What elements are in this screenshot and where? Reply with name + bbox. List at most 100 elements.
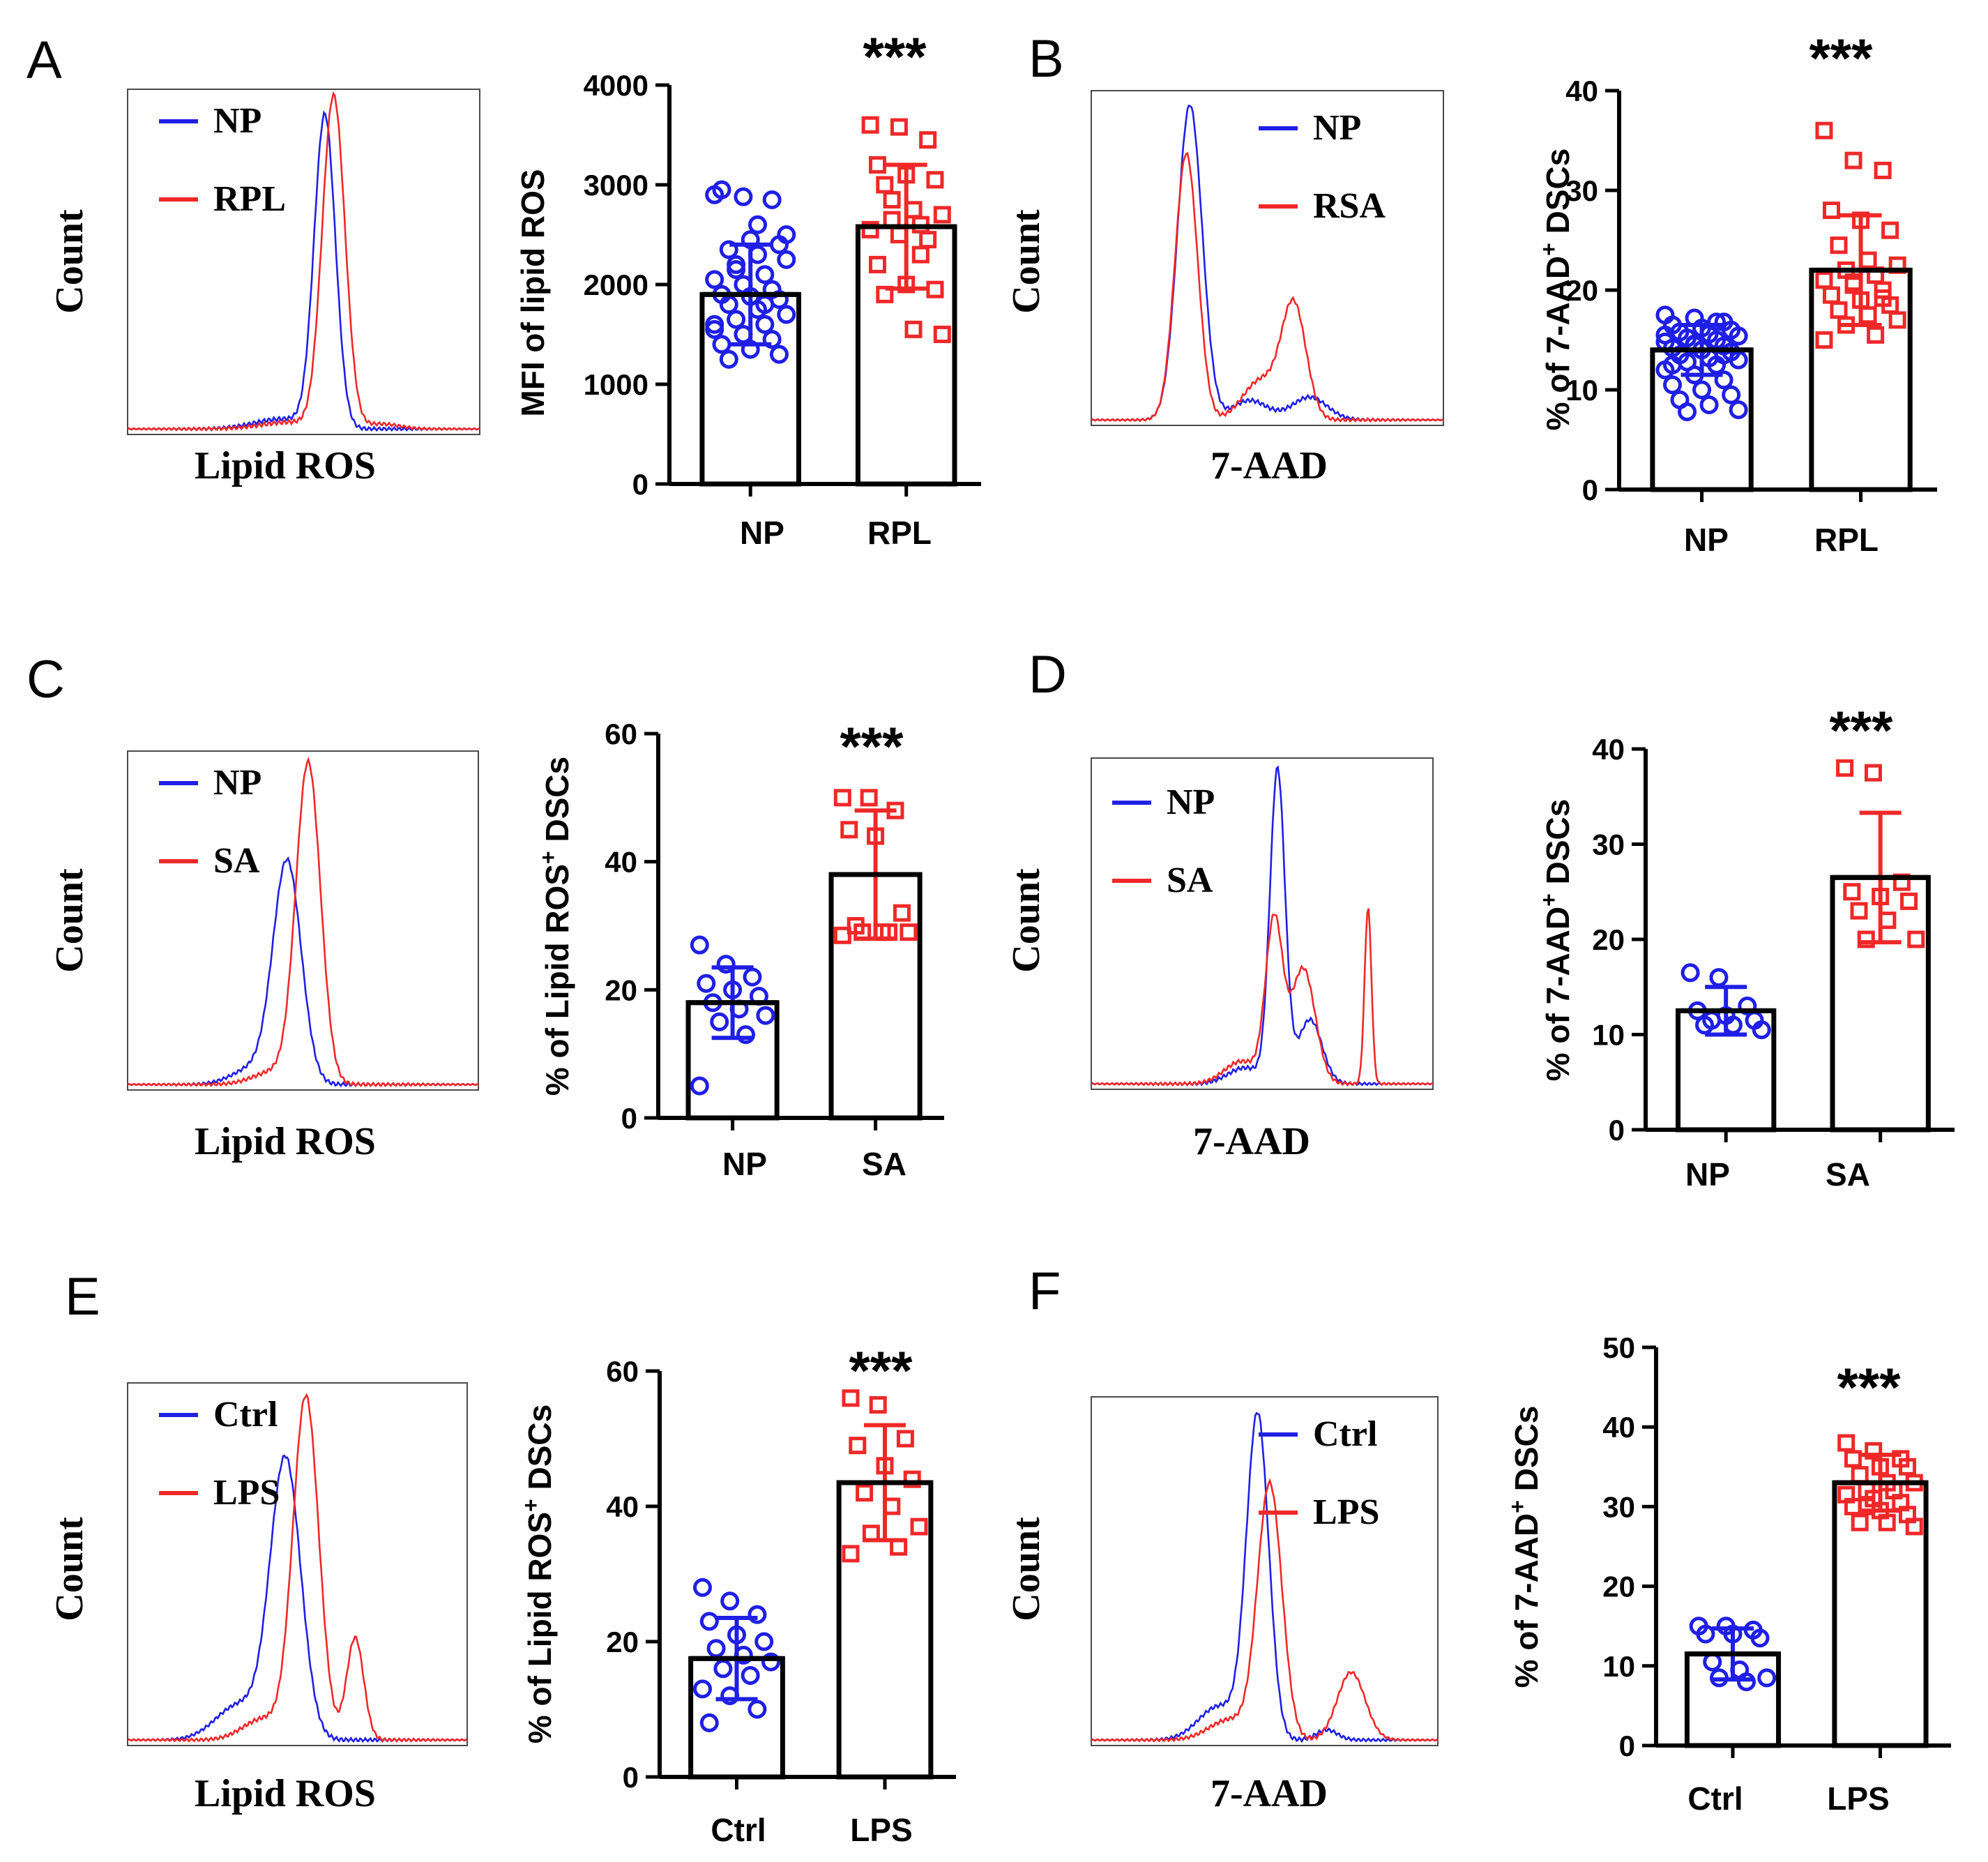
- significance-marker: ***: [1829, 699, 1893, 761]
- legend-label-ctrl: Ctrl: [213, 1395, 278, 1435]
- data-point-rpl: [911, 245, 929, 264]
- data-point-ctrl: [699, 1612, 719, 1631]
- significance-marker: ***: [1837, 1356, 1901, 1418]
- data-point-np: [719, 349, 738, 369]
- data-point-np: [1680, 963, 1700, 983]
- y-tick-label: 1000: [584, 368, 648, 401]
- y-tick-label: 0: [632, 468, 648, 501]
- data-point-np: [1709, 968, 1729, 987]
- data-point-lps: [1851, 1466, 1869, 1484]
- histogram-panel-e: Ctrl LPS Lipid ROS Count: [48, 1382, 468, 1815]
- data-point-lps: [1851, 1513, 1869, 1531]
- category-label-sa: SA: [1826, 1156, 1870, 1193]
- data-point-rpl: [1888, 311, 1906, 329]
- y-tick-label: 0: [621, 1102, 637, 1135]
- y-tick-label: 40: [606, 1490, 639, 1523]
- data-point-np: [710, 1012, 729, 1031]
- data-point-sa: [1900, 892, 1918, 910]
- bar-panel-e: 0 20 40 60 % of Lipid ROS+ DSCs Ctrl LPS ***: [518, 1340, 956, 1848]
- category-label-lps: LPS: [1827, 1780, 1889, 1817]
- y-tick-label: 0: [1582, 474, 1598, 506]
- y-axis-label: % of Lipid ROS+ DSCs: [536, 757, 575, 1096]
- data-point-np: [1738, 997, 1757, 1016]
- histogram-curve-ctrl: [127, 1454, 468, 1743]
- bar-panel-c: 0 20 40 60 % of Lipid ROS+ DSCs NP SA ***: [536, 716, 944, 1182]
- data-point-rpl: [876, 176, 894, 194]
- data-point-np: [1722, 385, 1741, 404]
- data-point-rpl: [904, 201, 923, 219]
- histogram-x-label: 7-AAD: [1211, 1772, 1328, 1815]
- panel-letter-d: D: [1029, 645, 1067, 704]
- data-point-np: [690, 1076, 709, 1096]
- data-point-np: [762, 190, 782, 209]
- y-axis-label: MFI of lipid ROS: [515, 169, 551, 416]
- data-point-sa: [1843, 883, 1861, 901]
- panel-letter-a: A: [26, 31, 62, 90]
- y-tick-label: 4000: [584, 69, 648, 102]
- data-point-np: [762, 330, 782, 349]
- histogram-y-label: Count: [48, 868, 91, 973]
- histogram-y-label: Count: [48, 209, 91, 314]
- data-point-np: [1662, 375, 1682, 395]
- histogram-frame: [127, 1382, 468, 1746]
- data-point-sa: [893, 904, 911, 922]
- data-point-lps: [1837, 1434, 1856, 1452]
- data-point-ctrl: [1736, 1672, 1756, 1692]
- histogram-curve-np: [127, 856, 479, 1088]
- category-label-rpl: RPL: [1814, 522, 1879, 558]
- histogram-x-label: Lipid ROS: [195, 1772, 376, 1815]
- data-point-ctrl: [1696, 1624, 1715, 1644]
- legend-label-np: NP: [213, 763, 261, 803]
- histogram-panel-b: NP RSA 7-AAD Count: [1005, 90, 1444, 487]
- data-point-sa: [833, 926, 851, 944]
- bar-panel-a: 0 1000 2000 3000 4000 MFI of lipid ROS NP RPL **…: [515, 26, 981, 551]
- y-tick-label: 0: [1609, 1114, 1625, 1146]
- data-point-np: [712, 335, 731, 354]
- data-point-rpl: [868, 156, 886, 174]
- data-point-np: [1655, 325, 1675, 345]
- category-label-rpl: RPL: [867, 515, 932, 551]
- data-point-lps: [869, 1396, 887, 1414]
- data-point-lps: [856, 1484, 874, 1502]
- y-tick-label: 10: [1592, 1019, 1625, 1052]
- y-tick-label: 40: [1565, 75, 1598, 107]
- data-point-lps: [1899, 1458, 1917, 1476]
- data-point-rpl: [1815, 121, 1833, 139]
- y-axis-label: % of 7-AAD+ DSCs: [1536, 799, 1576, 1082]
- histogram-frame: [127, 750, 479, 1091]
- y-tick-label: 40: [605, 846, 637, 879]
- data-point-lps: [842, 1545, 860, 1563]
- data-point-np: [777, 225, 796, 244]
- data-point-np: [719, 240, 738, 259]
- histogram-x-label: 7-AAD: [1211, 444, 1328, 487]
- histogram-panel-f: Ctrl LPS 7-AAD Count: [1005, 1396, 1439, 1815]
- data-point-rpl: [890, 118, 908, 136]
- data-point-ctrl: [720, 1591, 740, 1611]
- data-point-sa: [1836, 759, 1854, 777]
- data-point-rpl: [1815, 331, 1833, 349]
- data-point-rpl: [868, 255, 886, 273]
- data-point-ctrl: [699, 1713, 719, 1732]
- y-tick-label: 0: [623, 1761, 639, 1794]
- data-point-sa: [833, 789, 851, 807]
- data-point-np: [697, 974, 716, 993]
- histogram-curve-lps: [127, 1393, 468, 1743]
- category-label-ctrl: Ctrl: [1687, 1780, 1743, 1817]
- bar-panel-f: 0 10 20 30 40 50 % of 7-AAD+ DSCs Ctrl LPS ***: [1505, 1331, 1951, 1817]
- data-point-rpl: [883, 190, 901, 209]
- y-tick-label: 10: [1565, 374, 1598, 407]
- data-point-rpl: [1874, 289, 1892, 307]
- significance-marker: ***: [849, 1340, 913, 1401]
- data-point-lps: [896, 1430, 914, 1448]
- panel-letter-e: E: [65, 1267, 100, 1326]
- data-point-lps: [1858, 1497, 1876, 1515]
- histogram-curve-np: [127, 110, 480, 432]
- histogram-frame: [127, 89, 480, 435]
- y-tick-label: 40: [1602, 1411, 1635, 1444]
- y-tick-label: 2000: [584, 268, 648, 301]
- data-point-np: [755, 315, 775, 334]
- data-point-np: [727, 310, 746, 329]
- histogram-frame: [1091, 90, 1444, 426]
- data-point-rpl: [1822, 202, 1840, 220]
